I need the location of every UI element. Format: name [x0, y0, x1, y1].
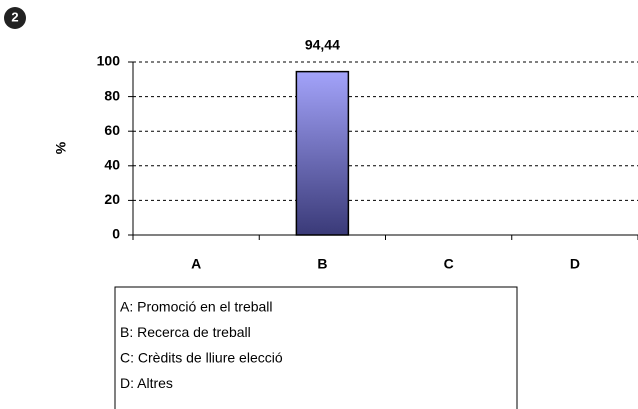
y-tick-label: 0: [112, 226, 120, 242]
legend-box: [114, 286, 518, 409]
x-tick-label: A: [191, 256, 201, 272]
badge-circle: [4, 7, 26, 29]
legend-entry: A: Promoció en el treball: [120, 299, 273, 315]
y-tick-label: 80: [104, 87, 120, 103]
badge: 2: [11, 9, 18, 24]
y-tick-label: 100: [97, 53, 121, 69]
legend-entry: B: Recerca de treball: [120, 324, 251, 340]
y-axis-label: %: [53, 141, 69, 154]
legend-entry: D: Altres: [120, 375, 173, 391]
y-tick-label: 60: [104, 122, 120, 138]
value-label: 94,44: [305, 36, 340, 52]
x-tick-label: C: [444, 256, 454, 272]
x-tick-label: B: [317, 256, 327, 272]
y-tick-label: 40: [104, 157, 120, 173]
legend-entry: C: Crèdits de lliure elecció: [120, 350, 283, 366]
bar: [295, 70, 350, 236]
y-tick-label: 20: [104, 191, 120, 207]
x-tick-label: D: [570, 256, 580, 272]
